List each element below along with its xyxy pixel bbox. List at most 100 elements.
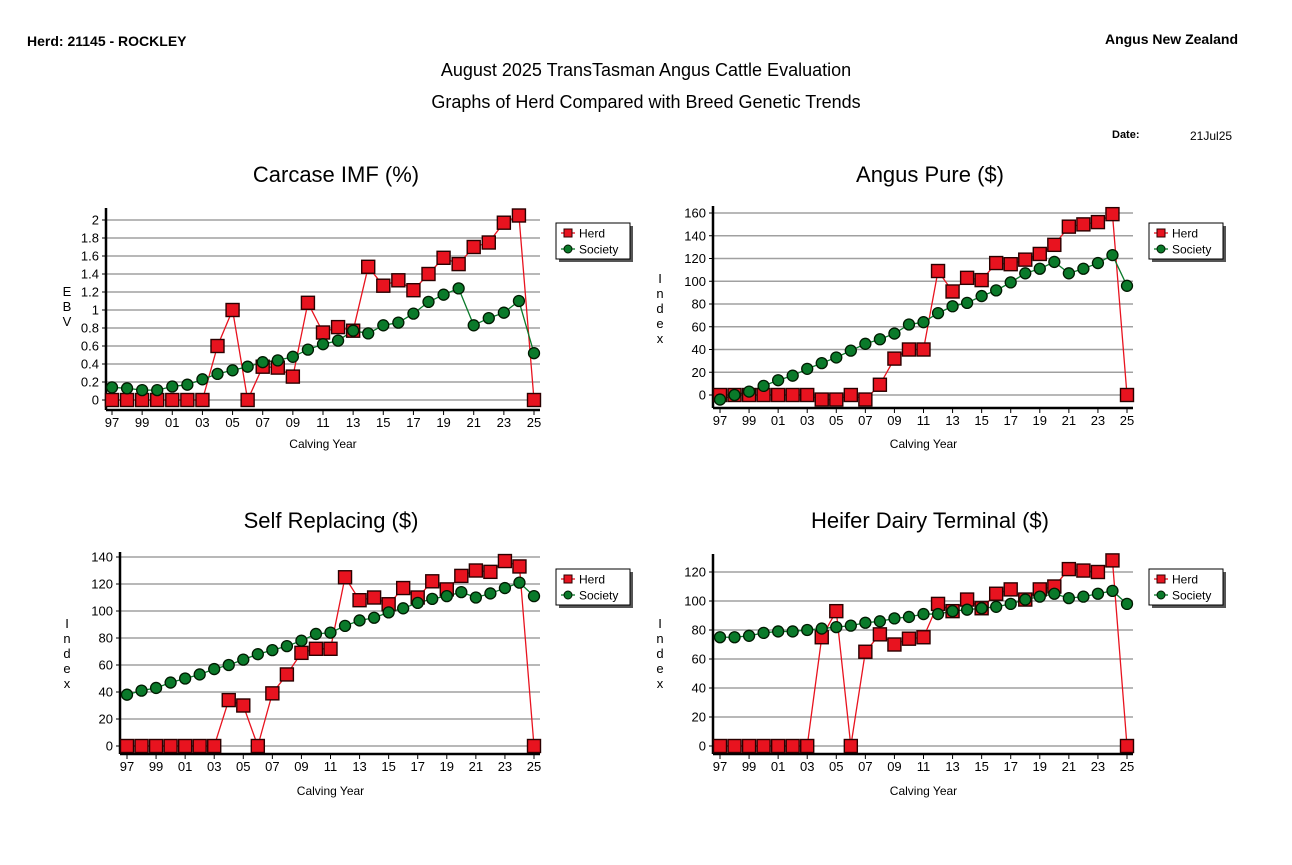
- herd-point: [225, 302, 240, 318]
- y-tick-label: 0: [106, 739, 113, 754]
- herd-point: [483, 564, 498, 580]
- herd-point: [988, 586, 1004, 601]
- society-point: [527, 590, 541, 603]
- society-point: [1004, 276, 1017, 289]
- x-tick-label: 01: [771, 413, 785, 428]
- society-point: [728, 631, 741, 644]
- y-axis-label-char: n: [656, 631, 663, 646]
- society-point: [105, 381, 119, 394]
- x-tick-label: 25: [527, 759, 541, 774]
- x-axis-label: Calving Year: [297, 784, 364, 798]
- society-point: [771, 374, 785, 387]
- society-point: [873, 615, 887, 628]
- herd-point: [481, 235, 496, 250]
- herd-point: [887, 351, 902, 366]
- x-tick-label: 17: [1003, 413, 1017, 428]
- society-point: [527, 347, 541, 360]
- y-tick-label: 0.4: [81, 357, 99, 372]
- society-point: [830, 351, 843, 364]
- society-point: [757, 626, 770, 640]
- society-point: [211, 367, 224, 381]
- herd-point: [119, 738, 135, 754]
- x-tick-label: 23: [1091, 759, 1105, 774]
- society-point: [859, 616, 872, 629]
- herd-point: [395, 580, 411, 596]
- y-tick-label: 120: [684, 251, 706, 266]
- herd-point: [1047, 237, 1062, 253]
- society-point: [815, 356, 828, 370]
- x-tick-label: 15: [974, 413, 988, 428]
- society-point: [164, 676, 177, 689]
- herd-point: [872, 627, 888, 642]
- society-point: [397, 602, 410, 615]
- x-tick-label: 25: [527, 415, 541, 430]
- society-point: [844, 344, 857, 357]
- herd-point: [221, 692, 236, 708]
- x-tick-label: 11: [917, 413, 931, 428]
- herd-point: [279, 667, 295, 682]
- y-tick-label: 2: [92, 213, 99, 228]
- society-point: [377, 319, 390, 332]
- society-point: [151, 383, 164, 397]
- herd-point: [945, 284, 960, 299]
- society-point: [426, 592, 439, 605]
- herd-point: [1119, 738, 1135, 754]
- y-tick-label: 40: [692, 342, 706, 357]
- herd-point: [901, 342, 917, 357]
- society-point: [786, 625, 799, 638]
- society-point: [1077, 590, 1090, 603]
- society-point: [324, 626, 337, 639]
- chart-title: Carcase IMF (%): [253, 162, 419, 187]
- y-tick-label: 120: [91, 577, 113, 592]
- chart-title: Self Replacing ($): [244, 508, 419, 533]
- society-point: [931, 607, 945, 621]
- y-axis-label-char: e: [656, 661, 663, 676]
- herd-point: [451, 256, 466, 272]
- y-axis-label-char: x: [657, 676, 664, 691]
- x-tick-label: 21: [1062, 413, 1076, 428]
- legend-society-label: Society: [579, 243, 618, 257]
- x-tick-label: 25: [1120, 759, 1134, 774]
- herd-point: [741, 738, 757, 754]
- y-tick-label: 0: [92, 393, 99, 408]
- herd-point: [330, 319, 346, 335]
- x-tick-label: 07: [265, 759, 279, 774]
- x-axis-label: Calving Year: [289, 437, 356, 451]
- x-tick-label: 21: [469, 759, 483, 774]
- legend-society-label: Society: [1172, 243, 1211, 257]
- herd-point: [1076, 217, 1091, 232]
- x-tick-label: 19: [1033, 413, 1047, 428]
- x-tick-label: 11: [324, 759, 338, 774]
- herd-point: [512, 559, 527, 574]
- society-point: [728, 388, 741, 402]
- society-point: [497, 306, 511, 319]
- society-point: [902, 318, 916, 331]
- society-point: [902, 610, 916, 624]
- society-point: [309, 627, 323, 641]
- society-point: [512, 294, 526, 308]
- y-axis-label-char: x: [657, 331, 664, 346]
- herd-point: [1061, 219, 1077, 234]
- society-point: [931, 306, 945, 320]
- society-point: [120, 688, 134, 701]
- y-tick-label: 20: [692, 710, 706, 725]
- herd-point: [454, 568, 469, 584]
- herd-point: [511, 208, 527, 223]
- society-point: [873, 333, 887, 346]
- society-point: [990, 284, 1003, 297]
- legend-society-marker: [563, 590, 573, 600]
- x-tick-label: 05: [236, 759, 250, 774]
- society-point: [166, 380, 179, 393]
- society-point: [498, 581, 512, 595]
- herd-point: [1032, 246, 1047, 262]
- y-axis-label-char: d: [656, 646, 663, 661]
- y-tick-label: 0: [699, 739, 706, 754]
- society-point: [392, 316, 405, 329]
- society-point: [1106, 248, 1119, 262]
- herd-point: [436, 250, 451, 266]
- x-axis-label: Calving Year: [890, 784, 957, 798]
- chart-panel-2: Angus Pure ($) 0 20 40 60 80 100 120 140 160 97 99 0…: [656, 162, 1226, 451]
- herd-point: [165, 392, 180, 408]
- society-point: [120, 382, 134, 395]
